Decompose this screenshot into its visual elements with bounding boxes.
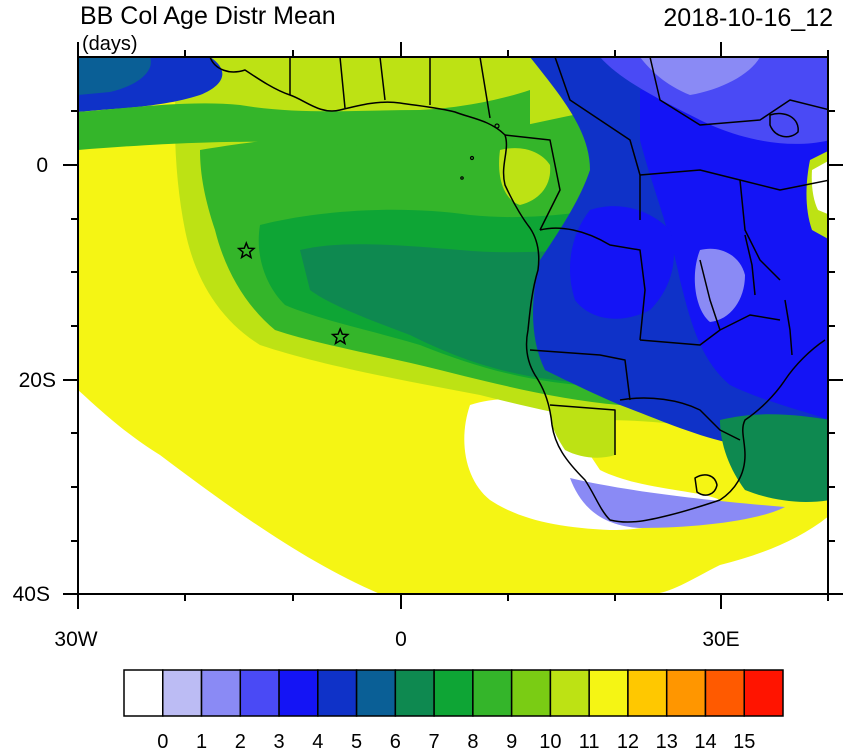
islands	[460, 123, 500, 180]
coastlines-and-borders	[209, 57, 828, 523]
colorbar-swatch-9	[472, 669, 513, 717]
colorbar-swatch-14	[665, 669, 707, 717]
age-region-teal-northwest	[78, 57, 151, 95]
annobon-island	[460, 176, 464, 180]
colorbar-label-5: 5	[351, 731, 362, 750]
axis-ticks	[63, 42, 843, 609]
age-region-lightgreen-gabon	[499, 148, 551, 205]
sao-tome-island	[469, 155, 475, 161]
country-border-6	[699, 259, 721, 331]
country-border-2	[529, 349, 631, 401]
lon-label-30w: 30W	[54, 628, 97, 651]
age-region-white-east-edge	[811, 161, 828, 215]
colorbar-label-7: 7	[429, 731, 440, 750]
country-border-7	[599, 119, 641, 220]
colorbar-swatch-3	[239, 669, 280, 717]
colorbar-swatch-8	[433, 669, 474, 717]
age-region-blue-east	[640, 70, 828, 420]
colorbar-label-14: 14	[694, 731, 716, 750]
age-region-lightblue-north	[600, 57, 828, 144]
country-border-1	[539, 227, 646, 341]
lat-label-20s: 20S	[19, 369, 56, 392]
age-region-green-mozambique	[720, 414, 828, 502]
colorbar-swatch-4	[278, 669, 319, 717]
bioko-island	[494, 123, 500, 129]
country-border-10	[739, 179, 781, 281]
colorbar-swatch-16	[743, 669, 784, 717]
timestamp-label: 2018-10-16_12	[663, 4, 833, 32]
lake-victoria	[769, 112, 799, 138]
colorbar-label-9: 9	[506, 731, 517, 750]
age-region-lightgreen-namibia	[549, 403, 615, 458]
country-border-11	[289, 57, 491, 119]
colorbar-swatch-0	[123, 669, 164, 717]
country-border-5	[619, 397, 741, 441]
colorbar-label-15: 15	[733, 731, 755, 750]
colorbar-labels: 0 1 2 3 4 5 6 7 8 9 10 11 12 13 14 15	[157, 731, 755, 753]
age-region-lavender-cape	[570, 478, 785, 528]
star-marker-1	[236, 240, 256, 260]
lake-malawi	[784, 299, 793, 356]
colorbar-label-3: 3	[273, 731, 284, 750]
colorbar-swatch-10	[510, 669, 552, 717]
africa-west-coastline	[209, 57, 721, 523]
colorbar-label-0: 0	[157, 731, 168, 750]
colorbar-swatch-15	[704, 669, 745, 717]
lat-label-40s: 40S	[13, 583, 50, 606]
colorbar-label-12: 12	[617, 731, 639, 750]
colorbar-label-6: 6	[390, 731, 401, 750]
lesotho-border	[694, 474, 718, 496]
units-label: (days)	[82, 33, 138, 55]
colorbar-label-8: 8	[467, 731, 478, 750]
country-border-3	[549, 404, 616, 455]
colorbar-swatch-12	[588, 669, 629, 717]
age-region-green-gulf	[78, 90, 530, 150]
colorbar-label-11: 11	[579, 731, 600, 750]
colorbar-swatch-11	[549, 669, 590, 717]
colorbar-swatch-13	[627, 669, 668, 717]
colorbar-swatch-6	[355, 669, 397, 717]
age-region-lavender-north	[640, 57, 760, 95]
lon-label-30e: 30E	[702, 628, 739, 651]
lon-label-0: 0	[395, 628, 407, 651]
colorbar-label-4: 4	[312, 731, 323, 750]
markers-layer	[236, 240, 350, 346]
colorbar-label-2: 2	[235, 731, 246, 750]
star-marker-2	[330, 326, 350, 346]
colorbar-label-10: 10	[539, 731, 561, 750]
lat-label-0: 0	[36, 154, 48, 177]
lake-tanganyika	[744, 234, 756, 296]
country-border-12	[554, 57, 828, 126]
age-region-lavender-east	[694, 248, 745, 322]
colorbar-swatch-1	[162, 669, 203, 717]
colorbar-swatch-2	[200, 669, 242, 717]
colorbar-label-1: 1	[196, 731, 207, 750]
plot-title: BB Col Age Distr Mean	[80, 2, 336, 30]
map-area	[78, 57, 828, 594]
age-region-blue-central	[570, 206, 674, 319]
colorbar-swatch-7	[394, 669, 435, 717]
colorbar	[123, 669, 784, 717]
colorbar-label-13: 13	[656, 731, 678, 750]
africa-east-coastline	[719, 339, 826, 501]
colorbar-swatch-5	[317, 669, 358, 717]
country-border-8	[504, 134, 561, 231]
